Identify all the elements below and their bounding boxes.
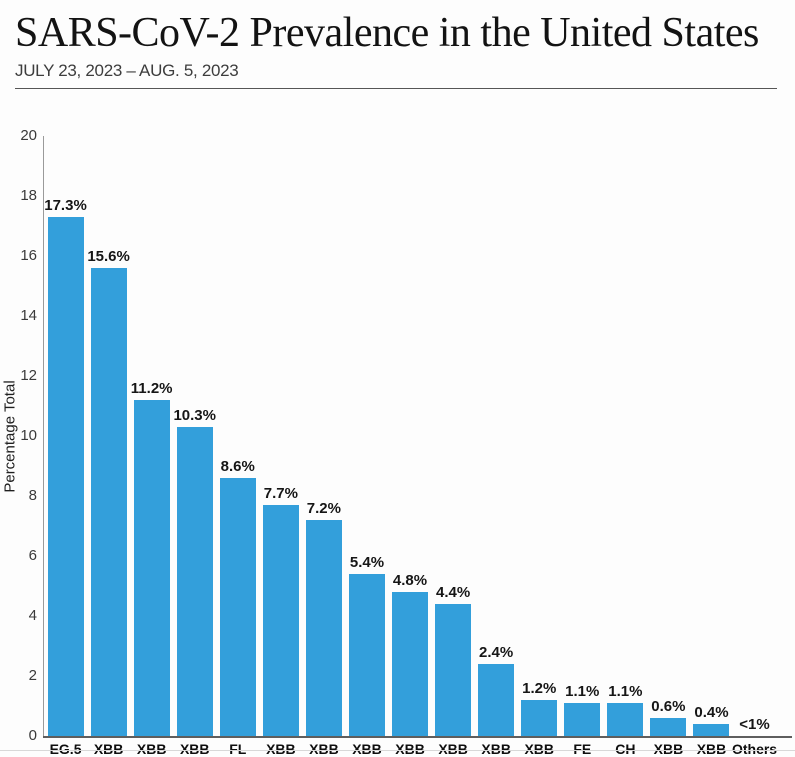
bar (176, 427, 213, 736)
bar-value-label: 1.1% (608, 683, 643, 700)
bar-column: 7.7% XBB (259, 136, 302, 757)
bar-value-label: 10.3% (173, 407, 216, 424)
bar-column: 0.4% XBB (690, 136, 733, 757)
bar (47, 217, 84, 736)
y-tick-label: 0 (28, 727, 37, 744)
bar-value-label: 1.1% (565, 683, 600, 700)
date-range-subtitle: JULY 23, 2023 – AUG. 5, 2023 (15, 61, 239, 81)
bar-value-label: 7.7% (263, 485, 298, 502)
bar (478, 664, 515, 736)
bar (435, 604, 472, 736)
bar-column: 2.4% XBB (475, 136, 518, 757)
bar (392, 592, 429, 736)
bar-column: 4.8% XBB (389, 136, 432, 757)
bar-value-label: <1% (739, 716, 770, 733)
bar-column: 0.6% XBB (647, 136, 690, 757)
bar-columns: 17.3% EG.5 15.6% XBB 11.2% XBB 10.3% XBB 8.6% FL 7… (44, 136, 777, 757)
y-tick-label: 8 (28, 487, 37, 504)
bar-value-label: 7.2% (306, 500, 341, 517)
y-tick-label: 16 (20, 247, 37, 264)
y-tick-label: 18 (20, 187, 37, 204)
bar (607, 703, 644, 736)
y-tick-label: 6 (28, 547, 37, 564)
bar (650, 718, 687, 736)
bar-column: 17.3% EG.5 (44, 136, 87, 757)
bar-column: <1% Others (732, 136, 777, 757)
chart-header: SARS-CoV-2 Prevalence in the United Stat… (15, 10, 777, 90)
bar-column: 1.2% XBB (518, 136, 561, 757)
bar-value-label: 8.6% (220, 458, 255, 475)
bar-column: 5.4% XBB (345, 136, 388, 757)
x-axis-line (43, 736, 792, 738)
bar-value-label: 5.4% (349, 554, 385, 571)
bar-column: 4.4% XBB (432, 136, 475, 757)
bar-column: 1.1% CH (604, 136, 647, 757)
bar-value-label: 0.6% (651, 698, 686, 715)
bar (133, 400, 170, 736)
bar-value-label: 4.8% (392, 572, 428, 589)
bar-column: 10.3% XBB (173, 136, 216, 757)
bar-column: 15.6% XBB (87, 136, 130, 757)
bar-column: 8.6% FL (216, 136, 259, 757)
plot-area: 17.3% EG.5 15.6% XBB 11.2% XBB 10.3% XBB 8.6% FL 7… (43, 136, 777, 757)
y-tick-label: 10 (20, 427, 37, 444)
x-axis-label: Others (731, 741, 778, 757)
bar-value-label: 11.2% (130, 380, 173, 397)
bar (262, 505, 299, 736)
bar (90, 268, 127, 736)
bar-column: 7.2% XBB (302, 136, 345, 757)
y-tick-label: 20 (20, 127, 37, 144)
bar (521, 700, 558, 736)
bar-value-label: 2.4% (479, 644, 514, 661)
bar (693, 724, 730, 736)
page-title: SARS-CoV-2 Prevalence in the United Stat… (15, 10, 759, 56)
bar-value-label: 17.3% (44, 197, 87, 214)
bar (348, 574, 385, 736)
bar (564, 703, 601, 736)
bar (219, 478, 256, 736)
y-tick-label: 2 (28, 667, 37, 684)
y-tick-label: 14 (20, 307, 37, 324)
bar (305, 520, 342, 736)
y-tick-label: 12 (20, 367, 37, 384)
bar-value-label: 15.6% (87, 248, 130, 265)
bar-value-label: 4.4% (435, 584, 471, 601)
bar-column: 1.1% FE (561, 136, 604, 757)
y-tick-label: 4 (28, 607, 37, 624)
header-divider (15, 88, 777, 90)
bar-column: 11.2% XBB (130, 136, 173, 757)
bar-value-label: 1.2% (522, 680, 557, 697)
bar-value-label: 0.4% (694, 704, 729, 721)
